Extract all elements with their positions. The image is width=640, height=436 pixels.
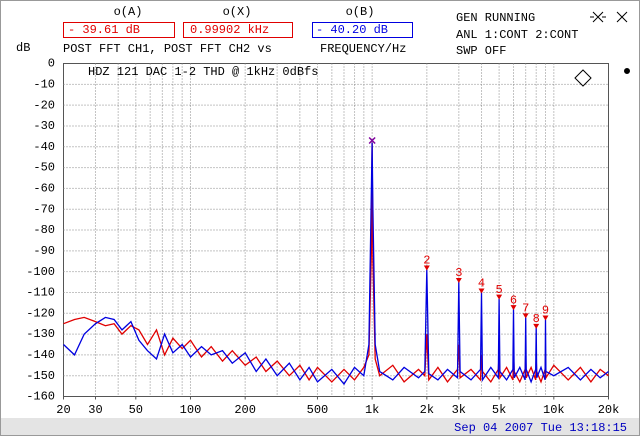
y-tick-label: -140	[26, 348, 55, 362]
y-tick-label: -90	[33, 244, 55, 258]
y-tick-label: 0	[48, 57, 55, 71]
x-tick-label: 100	[180, 403, 202, 417]
harmonic-marker	[533, 323, 540, 329]
y-tick-label: -60	[33, 182, 55, 196]
icons	[590, 11, 630, 74]
y-tick-label: -70	[33, 202, 55, 216]
y-tick-label: -110	[26, 286, 55, 300]
readout-name: o(A)	[114, 5, 143, 19]
readout-box	[312, 22, 413, 38]
harmonic-label: 7	[522, 302, 529, 316]
x-tick-label: 1k	[365, 403, 379, 417]
y-tick-label: -120	[26, 306, 55, 320]
readout-value: - 39.61 dB	[68, 23, 140, 37]
y-tick-label: -30	[33, 119, 55, 133]
y-tick-label: -150	[26, 369, 55, 383]
x-tick-label: 20	[56, 403, 70, 417]
harmonic-marker	[542, 315, 549, 321]
status-line: GEN RUNNING	[456, 11, 535, 25]
x-label: FREQUENCY/Hz	[320, 42, 406, 56]
y-tick-label: -40	[33, 140, 55, 154]
harmonic-label: 8	[533, 312, 540, 326]
y-tick-label: -50	[33, 161, 55, 175]
y-tick-label: -20	[33, 98, 55, 112]
readouts: o(A) - 39.61 dB o(X) 0.99902 kHz o(B) - …	[63, 5, 413, 38]
readout-name: o(B)	[346, 5, 375, 19]
plot	[63, 63, 609, 397]
status-bar	[1, 418, 639, 435]
status-line: SWP OFF	[456, 44, 506, 58]
x-tick-label: 500	[307, 403, 329, 417]
y-unit: dB	[16, 41, 30, 55]
readout-box	[183, 22, 293, 38]
harmonic-label: 9	[542, 304, 549, 318]
readout-box	[63, 22, 175, 38]
harmonic-label: 2	[423, 254, 430, 268]
readout-value: 0.99902 kHz	[190, 23, 269, 37]
harmonic-marker	[496, 294, 503, 300]
harmonic-marker	[510, 305, 517, 311]
harmonic-marker	[522, 313, 529, 319]
x-tick-label: 10k	[543, 403, 565, 417]
icon	[590, 11, 606, 23]
cursor-marker	[368, 136, 376, 145]
x-tick-label: 3k	[452, 403, 466, 417]
harmonic-label: 5	[496, 283, 503, 297]
harmonic-marker	[423, 265, 430, 271]
trace-label: POST FFT CH1, POST FFT CH2 vs	[63, 42, 272, 56]
harmonic-label: 3	[455, 266, 462, 280]
x-tick-label: 5k	[492, 403, 506, 417]
y-tick-label: -130	[26, 327, 55, 341]
status-line: ANL 1:CONT 2:CONT	[456, 28, 578, 42]
x-tick-label: 200	[234, 403, 256, 417]
readout-value: - 40.20 dB	[316, 23, 388, 37]
y-tick-label: -80	[33, 223, 55, 237]
x-tick-label: 50	[129, 403, 143, 417]
logo	[574, 69, 592, 87]
harmonic-label: 4	[478, 277, 485, 291]
harmonic-label: 6	[510, 293, 517, 307]
icon	[616, 11, 628, 23]
harmonic-marker	[455, 278, 462, 284]
icon	[624, 68, 630, 74]
x-tick-label: 30	[88, 403, 102, 417]
y-tick-label: -10	[33, 77, 55, 91]
trace	[63, 142, 609, 386]
y-tick-label: -160	[26, 390, 55, 404]
readout-name: o(X)	[223, 5, 252, 19]
x-tick-label: 20k	[598, 403, 620, 417]
y-tick-label: -100	[26, 265, 55, 279]
harmonic-marker	[478, 288, 485, 294]
chart-title: HDZ 121 DAC 1-2 THD @ 1kHz 0dBfs	[88, 65, 318, 79]
x-tick-label: 2k	[420, 403, 434, 417]
trace	[63, 142, 609, 384]
timestamp: Sep 04 2007 Tue 13:18:15	[454, 421, 627, 435]
